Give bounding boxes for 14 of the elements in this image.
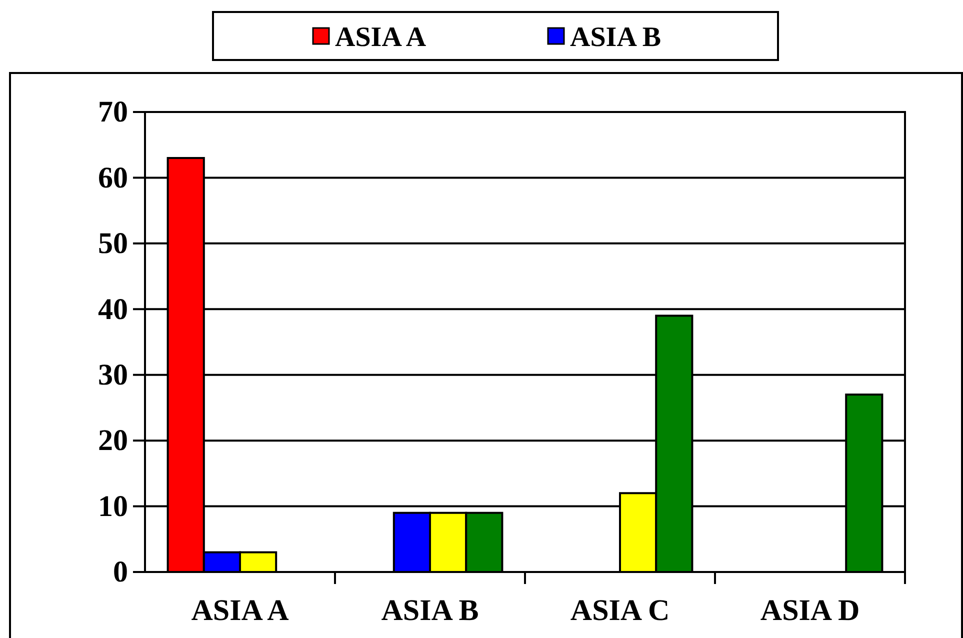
x-tick-label: ASIA B	[381, 594, 479, 627]
y-tick-label: 50	[98, 227, 128, 260]
legend-label: ASIA A	[335, 22, 427, 53]
y-tick-label: 20	[98, 424, 128, 458]
y-tick-label: 60	[98, 161, 128, 194]
legend-label: ASIA B	[570, 22, 662, 53]
y-tick-label: 10	[98, 490, 128, 523]
y-tick-label: 0	[113, 556, 128, 589]
x-tick-label: ASIA C	[570, 594, 670, 627]
x-tick-label: ASIA A	[191, 594, 290, 627]
x-tick-label: ASIA D	[760, 594, 860, 627]
y-tick-label: 40	[98, 292, 128, 326]
y-tick-label: 70	[98, 96, 128, 129]
y-tick-label: 30	[98, 358, 128, 392]
